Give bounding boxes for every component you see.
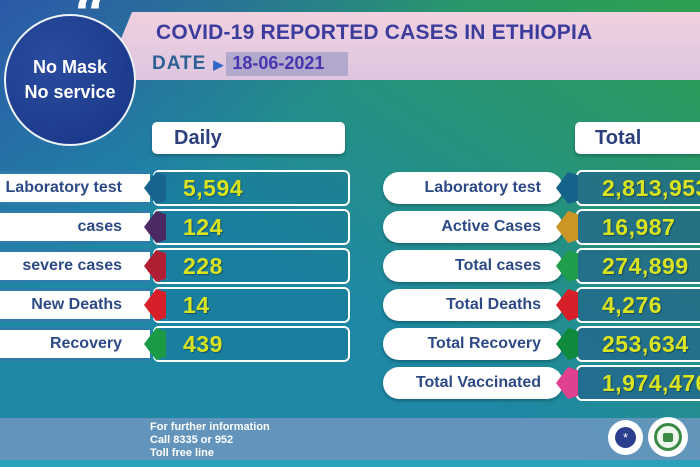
total-row: Total Vaccinated 1,974,476 (383, 365, 700, 401)
daily-row: Recovery 439 (0, 326, 350, 362)
ministry-of-health-logo: * (608, 420, 643, 455)
footer-strip (0, 460, 700, 467)
row-label: Laboratory test (383, 172, 563, 204)
badge-line2: No service (24, 82, 116, 102)
total-row: Laboratory test 2,813,953 (383, 170, 700, 206)
moh-emblem-icon: * (615, 427, 636, 448)
daily-column-header: Daily (152, 122, 345, 154)
badge-line1: No Mask (32, 57, 108, 77)
row-label: Laboratory test (0, 171, 150, 205)
row-label: Total Vaccinated (383, 367, 563, 399)
footer-band (0, 418, 700, 460)
date-value: 18-06-2021 (226, 52, 349, 76)
page-title: COVID-19 REPORTED CASES IN ETHIOPIA (156, 21, 593, 44)
play-arrow-icon: ▶ (213, 56, 224, 72)
daily-row: Laboratory test 5,594 (0, 170, 350, 206)
row-value: 2,813,953 (576, 170, 700, 206)
total-row: Total cases 274,899 (383, 248, 700, 284)
date-label: DATE (152, 53, 207, 74)
row-label: Total Recovery (383, 328, 563, 360)
row-value: 253,634 (576, 326, 700, 362)
row-label: Recovery (0, 327, 150, 361)
total-row: Active Cases 16,987 (383, 209, 700, 245)
footer-line2: Call 8335 or 952 (150, 434, 234, 446)
footer-info: For further information Call 8335 or 952… (150, 421, 270, 460)
row-value: 124 (153, 209, 350, 245)
daily-row: severe cases 228 (0, 248, 350, 284)
row-label: Total Deaths (383, 289, 563, 321)
total-column-header: Total (575, 122, 700, 154)
daily-row: cases 124 (0, 209, 350, 245)
row-value: 1,974,476 (576, 365, 700, 401)
row-label: cases (0, 210, 150, 244)
row-value: 4,276 (576, 287, 700, 323)
ephi-logo (648, 417, 688, 457)
quote-icon: “ (74, 0, 108, 49)
no-mask-badge: No Mask No service (4, 14, 136, 146)
date-row: DATE ▶ 18-06-2021 (152, 52, 349, 76)
daily-row: New Deaths 14 (0, 287, 350, 323)
row-label: Active Cases (383, 211, 563, 243)
row-value: 14 (153, 287, 350, 323)
row-label: Total cases (383, 250, 563, 282)
row-value: 16,987 (576, 209, 700, 245)
row-value: 274,899 (576, 248, 700, 284)
footer-line1: For further information (150, 421, 270, 433)
ephi-emblem-icon (654, 423, 682, 451)
row-label: severe cases (0, 249, 150, 283)
total-row: Total Deaths 4,276 (383, 287, 700, 323)
row-label: New Deaths (0, 288, 150, 322)
header-band: COVID-19 REPORTED CASES IN ETHIOPIA DATE… (104, 12, 700, 80)
row-value: 5,594 (153, 170, 350, 206)
row-value: 228 (153, 248, 350, 284)
total-row: Total Recovery 253,634 (383, 326, 700, 362)
row-value: 439 (153, 326, 350, 362)
footer-line3: Toll free line (150, 447, 214, 459)
